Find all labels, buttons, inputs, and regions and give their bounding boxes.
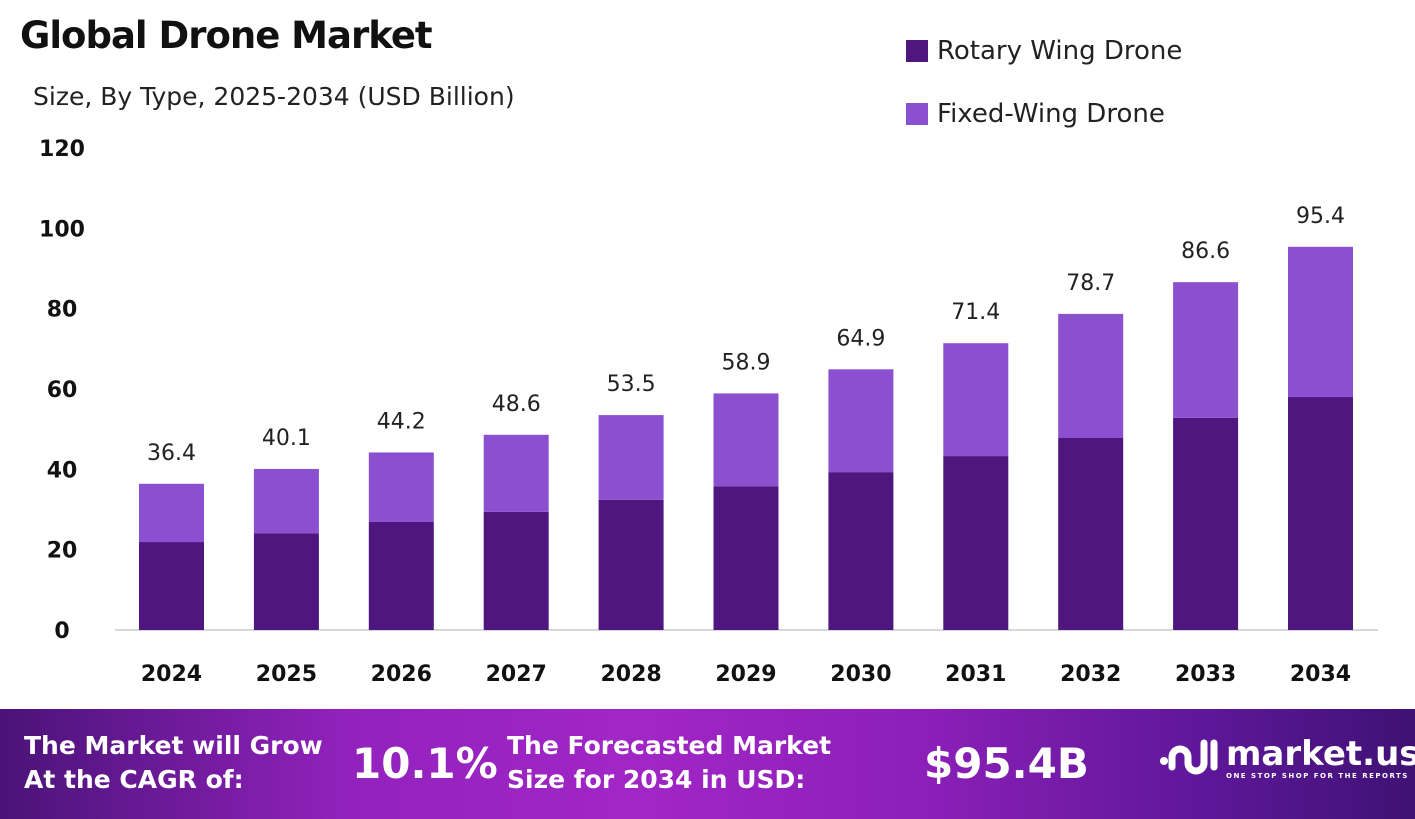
logo-name: market.us	[1226, 734, 1415, 774]
market-us-logo: market.us ONE STOP SHOP FOR THE REPORTS	[1158, 733, 1415, 781]
data-label-total: 71.4	[951, 300, 1000, 325]
x-tick-label: 2030	[830, 662, 891, 687]
bar-rotary-wing	[139, 542, 204, 630]
chart-subtitle: Size, By Type, 2025-2034 (USD Billion)	[33, 82, 515, 111]
bar-rotary-wing	[368, 521, 434, 630]
bar-fixed-wing	[253, 468, 319, 534]
chart-title: Global Drone Market	[20, 14, 433, 57]
bar-rotary-wing	[598, 499, 664, 630]
data-label-total: 44.2	[377, 409, 426, 434]
bar-fixed-wing	[943, 343, 1009, 457]
bar-rotary-wing	[483, 511, 549, 630]
cagr-label: The Market will Grow At the CAGR of:	[24, 729, 323, 797]
bar-fixed-wing	[1058, 313, 1124, 439]
x-tick-label: 2027	[486, 662, 547, 687]
y-tick-label: 20	[47, 539, 78, 564]
cagr-label-line: The Market will Grow	[24, 731, 323, 760]
bar-rotary-wing	[1173, 417, 1239, 630]
y-tick-label: 100	[39, 217, 85, 242]
cagr-value: 10.1%	[352, 739, 498, 788]
logo-mark-icon	[1160, 739, 1218, 775]
legend-item-rotary: Rotary Wing Drone	[906, 36, 1182, 66]
y-tick-label: 40	[47, 458, 78, 483]
size-label-line: The Forecasted Market	[507, 731, 832, 760]
x-tick-label: 2032	[1060, 662, 1121, 687]
bar-fixed-wing	[828, 369, 894, 473]
bar-chart: 0 20 40 60 80 100 120 36.4 2024 40.1 2025 44.2 2026 4…	[39, 137, 1378, 687]
data-label-total: 58.9	[722, 350, 771, 375]
bar-rotary-wing	[828, 472, 894, 630]
legend-swatch-fixed	[906, 103, 928, 125]
data-label-total: 48.6	[492, 392, 541, 417]
data-label-total: 40.1	[262, 426, 311, 451]
legend-label: Fixed-Wing Drone	[937, 99, 1165, 129]
y-tick-label: 0	[54, 619, 69, 644]
x-tick-label: 2024	[141, 662, 202, 687]
x-tick-label: 2028	[600, 662, 661, 687]
bar-rotary-wing	[943, 456, 1009, 630]
bar-fixed-wing	[139, 483, 204, 543]
data-label-total: 86.6	[1181, 239, 1230, 264]
y-tick-label: 120	[39, 137, 85, 162]
bar-rotary-wing	[1058, 438, 1124, 630]
y-tick-label: 80	[47, 298, 78, 323]
x-tick-label: 2034	[1290, 662, 1351, 687]
x-tick-label: 2026	[371, 662, 432, 687]
bar-fixed-wing	[1288, 246, 1353, 398]
data-label-total: 36.4	[147, 441, 196, 466]
bar-rotary-wing	[1288, 397, 1353, 630]
bar-fixed-wing	[368, 452, 434, 522]
bar-rotary-wing	[713, 486, 779, 630]
legend-swatch-rotary	[906, 40, 928, 62]
logo-tagline: ONE STOP SHOP FOR THE REPORTS	[1226, 772, 1409, 780]
size-label-line: Size for 2034 in USD:	[507, 765, 806, 794]
bar-rotary-wing	[253, 533, 319, 630]
cagr-label-line: At the CAGR of:	[24, 765, 244, 794]
data-label-total: 95.4	[1296, 204, 1345, 229]
bar-fixed-wing	[1173, 282, 1239, 418]
size-label: The Forecasted Market Size for 2034 in US…	[507, 729, 831, 797]
footer-banner: The Market will Grow At the CAGR of: 10.1…	[0, 709, 1415, 819]
data-label-total: 78.7	[1066, 271, 1115, 296]
x-tick-label: 2033	[1175, 662, 1236, 687]
bar-fixed-wing	[598, 415, 664, 500]
data-label-total: 53.5	[607, 372, 656, 397]
size-value: $95.4B	[924, 739, 1089, 788]
x-tick-label: 2025	[256, 662, 317, 687]
x-tick-label: 2031	[945, 662, 1006, 687]
legend-item-fixed: Fixed-Wing Drone	[906, 99, 1165, 129]
data-label-total: 64.9	[836, 326, 885, 351]
bar-fixed-wing	[483, 434, 549, 512]
x-tick-label: 2029	[715, 662, 776, 687]
legend-label: Rotary Wing Drone	[937, 36, 1183, 66]
y-tick-label: 60	[47, 378, 78, 403]
bar-fixed-wing	[713, 393, 779, 487]
